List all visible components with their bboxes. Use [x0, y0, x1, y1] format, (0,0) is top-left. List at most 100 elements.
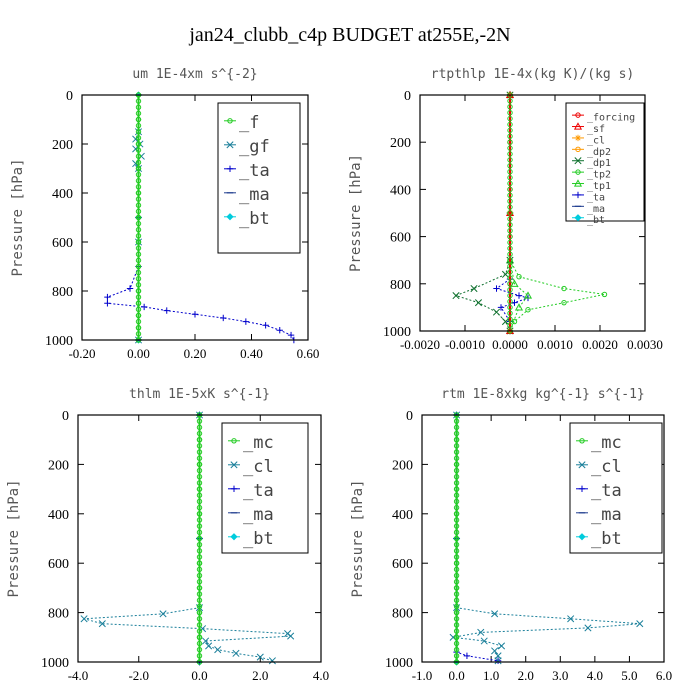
- zero-line-marker: [453, 616, 460, 622]
- zero-line-marker: [196, 548, 203, 554]
- zero-line-marker: [507, 198, 513, 204]
- zero-line-marker: [135, 214, 142, 221]
- legend-label: _cl: [587, 135, 605, 146]
- zero-line-marker: [507, 157, 513, 163]
- zero-line-marker: [135, 153, 142, 159]
- zero-line-marker: [453, 523, 460, 529]
- zero-line-marker: [196, 461, 203, 468]
- zero-line-marker: [507, 104, 513, 110]
- zero-line-marker: [196, 653, 203, 659]
- zero-line-marker: [453, 443, 460, 449]
- legend-label: _sf: [587, 124, 605, 135]
- zero-line-marker: [135, 294, 142, 300]
- zero-line-marker: [507, 139, 513, 145]
- point-_cl: [497, 642, 506, 650]
- zero-line-marker: [453, 511, 460, 517]
- legend-label: _ma: [243, 505, 274, 525]
- y-tick-label: 1000: [385, 656, 413, 671]
- panel-4-title: rtm 1E-8xkg kg^{-1} s^{-1}: [441, 387, 645, 402]
- zero-line-marker: [453, 548, 460, 554]
- zero-line-marker: [196, 646, 203, 653]
- point-_cl: [636, 620, 644, 628]
- point-_ta: [287, 331, 295, 339]
- zero-line-marker: [196, 634, 203, 640]
- legend-swatch-marker: [575, 112, 581, 118]
- zero-line-marker: [135, 159, 142, 166]
- point-_tp2: [561, 299, 567, 306]
- zero-line-marker: [135, 116, 142, 123]
- zero-line-marker: [196, 517, 203, 523]
- point-_dp1: [470, 284, 478, 293]
- x-tick-label: 0.0020: [582, 337, 618, 352]
- zero-line-marker: [196, 554, 203, 560]
- zero-line-marker: [196, 492, 203, 498]
- zero-line-marker: [507, 292, 513, 299]
- zero-line-marker: [135, 239, 142, 245]
- point-_ta: [191, 311, 199, 318]
- zero-line-marker: [453, 424, 460, 431]
- zero-line-marker: [507, 163, 513, 169]
- legend-box: [217, 102, 301, 254]
- x-tick-label: 2.0: [518, 668, 534, 683]
- zero-line-marker: [135, 202, 142, 208]
- x-tick-label: -0.0020: [400, 337, 440, 352]
- point-_cl: [256, 653, 264, 661]
- panel-1-title: um 1E-4xm s^{-2}: [132, 67, 257, 82]
- legend-label: _cl: [591, 457, 622, 477]
- legend-swatch-marker: [226, 213, 234, 221]
- zero-line-marker: [196, 467, 203, 474]
- panel-4-zero-markers: [453, 412, 460, 665]
- zero-line-marker: [196, 443, 203, 449]
- x-tick-label: 6.0: [656, 668, 672, 683]
- legend-label: _tp2: [587, 170, 611, 181]
- zero-line-marker: [453, 566, 460, 573]
- panel-1-legend: _f _gf _ta _ma _bt: [217, 102, 301, 254]
- zero-line-marker: [196, 591, 203, 597]
- x-tick-label: 0.0000: [492, 337, 528, 352]
- series-_dp1-line: [454, 95, 511, 332]
- zero-line-marker: [453, 480, 460, 486]
- x-tick-label: -1.0: [412, 668, 433, 683]
- zero-line-marker: [196, 579, 203, 585]
- zero-line-marker: [135, 306, 142, 313]
- zero-line-marker: [196, 572, 203, 579]
- zero-line-marker: [453, 541, 460, 548]
- point-_cl: [202, 637, 210, 645]
- zero-line-marker: [507, 269, 513, 275]
- zero-line-marker: [507, 186, 513, 193]
- zero-line-marker: [507, 281, 513, 287]
- point-_cl: [80, 615, 88, 623]
- legend-label: _f: [239, 113, 259, 133]
- legend-label: _mc: [591, 433, 622, 453]
- point-_cl: [567, 615, 575, 623]
- zero-line-marker: [196, 523, 203, 529]
- zero-line-marker: [507, 216, 513, 222]
- panel-1-frame: [81, 94, 309, 341]
- legend-label: _bt: [243, 529, 274, 549]
- panel-3-ylabel: Pressure [hPa]: [6, 479, 22, 597]
- x-tick-label: 1.0: [483, 668, 499, 683]
- zero-line-marker: [196, 541, 203, 548]
- zero-line-marker: [507, 245, 513, 252]
- x-tick-label: 4.0: [587, 668, 603, 683]
- legend-swatch-marker: [573, 122, 583, 130]
- point-_ta: [104, 293, 111, 301]
- series-_ta-line: [456, 415, 499, 662]
- panel-3: thlm 1E-5xK s^{-1} Pressure [hPa] 0 200 400 6…: [6, 387, 329, 683]
- zero-line-marker: [507, 298, 513, 305]
- point-_cl: [584, 624, 592, 632]
- series-_dp1: [452, 91, 514, 335]
- zero-line-marker: [507, 210, 513, 216]
- zero-line-marker: [507, 228, 513, 234]
- legend-swatch-marker: [574, 134, 582, 142]
- legend-swatch-marker: [230, 533, 238, 541]
- legend-label: _mc: [243, 433, 274, 453]
- zero-line-marker: [196, 560, 203, 566]
- zero-line-marker: [453, 622, 460, 628]
- y-tick-label: 0: [404, 89, 411, 104]
- legend-swatch-marker: [578, 485, 586, 492]
- y-tick-label: 0: [62, 409, 69, 424]
- x-tick-label: 0.0: [191, 668, 207, 683]
- legend-swatch-marker: [578, 461, 586, 469]
